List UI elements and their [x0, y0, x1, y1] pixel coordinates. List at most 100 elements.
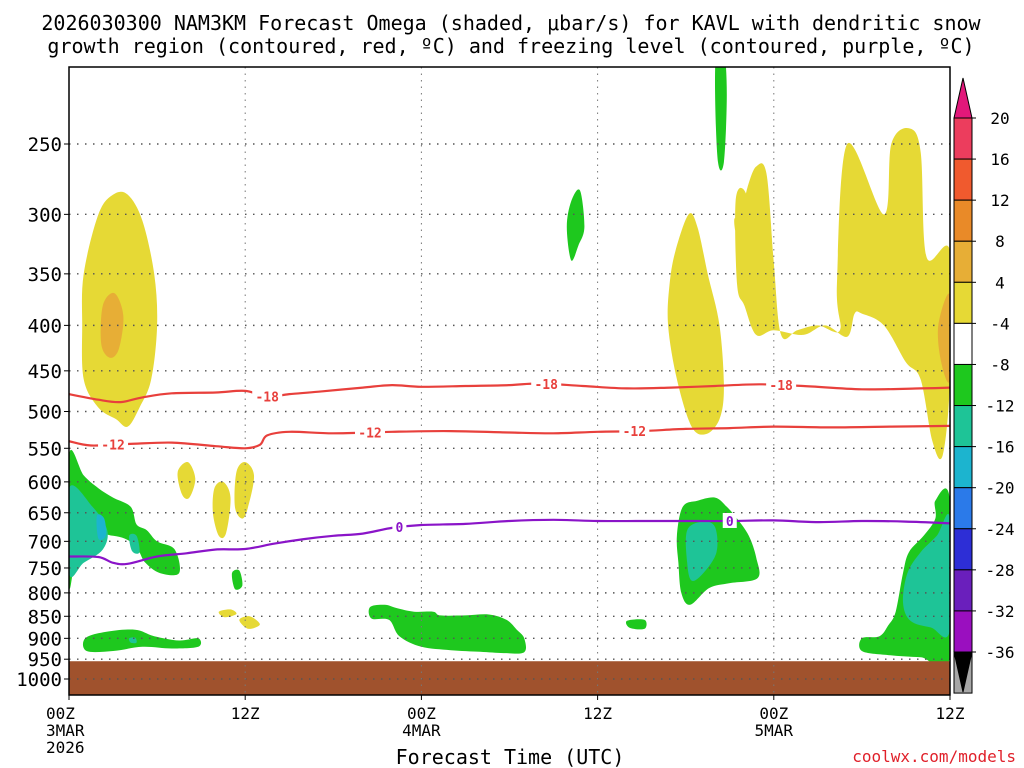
colorbar-label-2: 12: [990, 191, 1009, 210]
chart-title-line1: 2026030300 NAM3KM Forecast Omega (shaded…: [41, 11, 981, 35]
shaded-region-cyan-low-left: [96, 514, 107, 541]
y-tick-label-500: 500: [28, 402, 62, 424]
colorbar-label-10: -24: [986, 520, 1015, 539]
colorbar-bin-1: [953, 158, 973, 201]
grid: [69, 67, 950, 695]
y-tick-label-700: 700: [28, 531, 62, 553]
colorbar-bottom-arrow: [953, 651, 973, 693]
contour-label-bg-dgz-warm-1: [355, 424, 386, 440]
y-tick-label-650: 650: [28, 503, 62, 525]
contour-label-bg-dgz-warm-0: [98, 436, 129, 452]
shaded-region-green-blob-300: [566, 189, 585, 261]
contour-label-bg-dgz-cold-2: [766, 377, 797, 393]
colorbar-label-12: -32: [986, 602, 1015, 621]
y-tick-label-400: 400: [28, 315, 62, 337]
shaded-region-yellow-small-a: [218, 609, 237, 618]
y-tick-label-450: 450: [28, 361, 62, 383]
y-tick-label-950: 950: [28, 649, 62, 671]
colorbar-bin-10: [953, 528, 973, 571]
x-tick-sublabel-0: 3MAR: [46, 721, 85, 740]
shaded-region-teal-speck-900: [128, 637, 137, 644]
shaded-region-yellow-blob-a: [177, 461, 196, 499]
contour-label-bg-freezing-level-0: [392, 519, 407, 535]
contour-label-dgz-cold-0: -18: [255, 391, 279, 406]
shaded-region-yellow-plume-mid: [667, 213, 724, 435]
shaded-region-orange-edge-late: [937, 293, 950, 383]
plot-frame: [68, 66, 951, 696]
shaded-region-green-band-900-left: [82, 629, 202, 653]
colorbar-bin-6: [953, 363, 973, 407]
y-tick-label-300: 300: [28, 204, 62, 226]
shaded-region-yellow-small-b: [239, 616, 260, 629]
contour-label-dgz-warm-1: -12: [358, 426, 381, 441]
chart-title-line2: growth region (contoured, red, ºC) and f…: [47, 34, 974, 58]
shaded-region-green-speck-a: [231, 569, 243, 590]
shaded-region-green-low-left: [69, 450, 180, 589]
contour-dgz-warm: [69, 424, 950, 450]
shaded-region-green-tower-top: [714, 67, 727, 171]
colorbar-bin-12: [953, 610, 973, 653]
y-tick-label-350: 350: [28, 264, 62, 286]
colorbar-label-13: -36: [986, 643, 1015, 662]
shaded-region-teal-low-left-b: [129, 533, 140, 554]
shaded-region-yellow-plume-late: [734, 127, 950, 460]
colorbar-label-9: -20: [986, 479, 1015, 498]
colorbar-label-7: -12: [986, 397, 1015, 416]
colorbar-label-4: 4: [995, 273, 1005, 292]
contour-label-bg-dgz-cold-0: [252, 388, 283, 404]
contour-label-dgz-cold-2: -18: [769, 379, 793, 394]
colorbar-label-1: 16: [990, 150, 1009, 169]
x-tick-label-24: 00Z: [407, 704, 436, 723]
colorbar-top-arrow: [953, 77, 973, 119]
colorbar: 20 16 12 8 4 -4 -8 -12 -16 -20 -24 -28 -32 -36: [953, 77, 1015, 694]
contour-label-dgz-warm-0: -12: [101, 439, 124, 454]
watermark: coolwx.com/models: [852, 747, 1016, 766]
colorbar-label-11: -28: [986, 561, 1015, 580]
omega-shading: [69, 67, 950, 669]
contour-label-bg-dgz-cold-1: [531, 375, 562, 391]
x-tick-sublabel-24: 4MAR: [402, 721, 441, 740]
y-tick-label-250: 250: [28, 134, 62, 156]
x-axis-label: Forecast Time (UTC): [396, 745, 625, 768]
y-tick-label-850: 850: [28, 606, 62, 628]
contour-label-freezing-level-0: 0: [395, 521, 403, 536]
colorbar-label-0: 20: [990, 109, 1009, 128]
y-tick-label-800: 800: [28, 583, 62, 605]
contour-dgz-cold: [69, 382, 950, 404]
shaded-region-green-speck-860: [625, 619, 647, 630]
colorbar-bin-5: [953, 322, 973, 365]
shaded-region-orange-core-early: [100, 292, 124, 358]
colorbar-label-5: -4: [990, 314, 1009, 333]
colorbar-bin-3: [953, 240, 973, 283]
contour-label-freezing-level-1: 0: [726, 515, 734, 530]
shaded-region-green-band-850-mid: [368, 604, 527, 654]
y-tick-label-550: 550: [28, 438, 62, 460]
x-tick-label-36: 12Z: [583, 704, 612, 723]
colorbar-bin-2: [953, 199, 973, 242]
colorbar-bin-0: [953, 117, 973, 160]
y-tick-label-600: 600: [28, 472, 62, 494]
x-tick-label-60: 12Z: [936, 704, 965, 723]
x-tick-sublabel-48: 5MAR: [755, 721, 794, 740]
contour-label-bg-dgz-warm-2: [619, 423, 650, 439]
temperature-contours: -12 -12 -12 -18 -18 -18 0 0: [69, 375, 950, 566]
x-tick-label-0: 00Z: [46, 704, 75, 723]
x-tick-label-12: 12Z: [231, 704, 260, 723]
contour-label-dgz-warm-2: -12: [623, 425, 646, 440]
x-tick-label-48: 00Z: [759, 704, 788, 723]
shaded-region-teal-low-left: [69, 485, 108, 578]
shaded-region-teal-blob-right: [902, 513, 950, 638]
colorbar-bin-9: [953, 487, 973, 530]
shaded-region-yellow-streak-late: [234, 462, 255, 519]
colorbar-label-8: -16: [986, 438, 1015, 457]
colorbar-label-6: -8: [990, 355, 1009, 374]
colorbar-bin-4: [953, 281, 973, 324]
y-tick-label-1000: 1000: [16, 669, 62, 691]
y-tick-label-750: 750: [28, 558, 62, 580]
colorbar-bin-8: [953, 446, 973, 489]
contour-label-bg-freezing-level-1: [722, 512, 737, 528]
colorbar-bin-11: [953, 569, 973, 612]
